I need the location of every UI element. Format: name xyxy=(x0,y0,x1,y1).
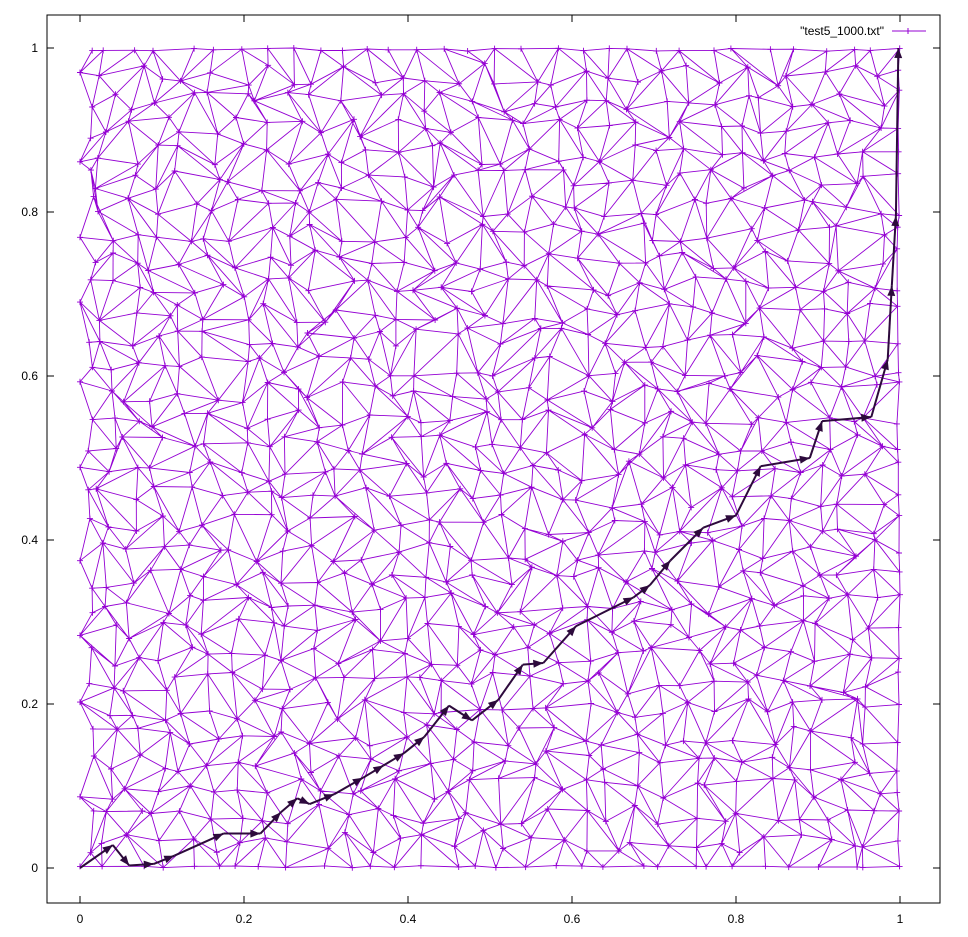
path-arrowhead xyxy=(373,766,384,775)
y-tick-label: 0.6 xyxy=(21,369,38,383)
x-tick-label: 1 xyxy=(897,912,904,926)
path-arrowhead xyxy=(881,360,889,371)
mesh-point-markers xyxy=(77,45,903,871)
x-tick-label: 0.2 xyxy=(236,912,253,926)
path-arrowhead xyxy=(461,712,472,721)
path-arrowhead xyxy=(725,515,736,523)
y-tick-label: 1 xyxy=(31,41,38,55)
path-segment xyxy=(896,48,898,216)
path-arrowhead xyxy=(514,665,523,676)
legend: "test5_1000.txt" xyxy=(800,24,926,38)
y-tick-labels: 0 0.2 0.4 0.6 0.8 1 xyxy=(21,41,38,875)
path-arrowhead xyxy=(102,845,113,854)
y-tick-label: 0.2 xyxy=(21,697,38,711)
path-arrowhead xyxy=(753,466,761,477)
y-tick-label: 0 xyxy=(31,861,38,875)
path-arrowhead xyxy=(815,421,823,432)
path-arrowhead xyxy=(299,796,310,804)
y-tick-label: 0.8 xyxy=(21,205,38,219)
path-arrowhead xyxy=(250,830,260,838)
mesh-points-layer xyxy=(77,45,903,871)
path-arrowhead xyxy=(799,456,810,464)
legend-label: "test5_1000.txt" xyxy=(800,24,884,38)
path-segment xyxy=(888,286,892,360)
y-tick-label: 0.4 xyxy=(21,533,38,547)
x-tick-labels: 0 0.2 0.4 0.6 0.8 1 xyxy=(77,912,904,926)
path-arrowhead xyxy=(887,286,895,296)
legend-point-marker xyxy=(905,28,911,34)
x-tick-label: 0.6 xyxy=(564,912,581,926)
x-tick-label: 0.4 xyxy=(400,912,417,926)
path-arrowhead xyxy=(144,861,154,869)
path-layer xyxy=(80,48,902,869)
x-tick-label: 0.8 xyxy=(728,912,745,926)
x-tick-label: 0 xyxy=(77,912,84,926)
